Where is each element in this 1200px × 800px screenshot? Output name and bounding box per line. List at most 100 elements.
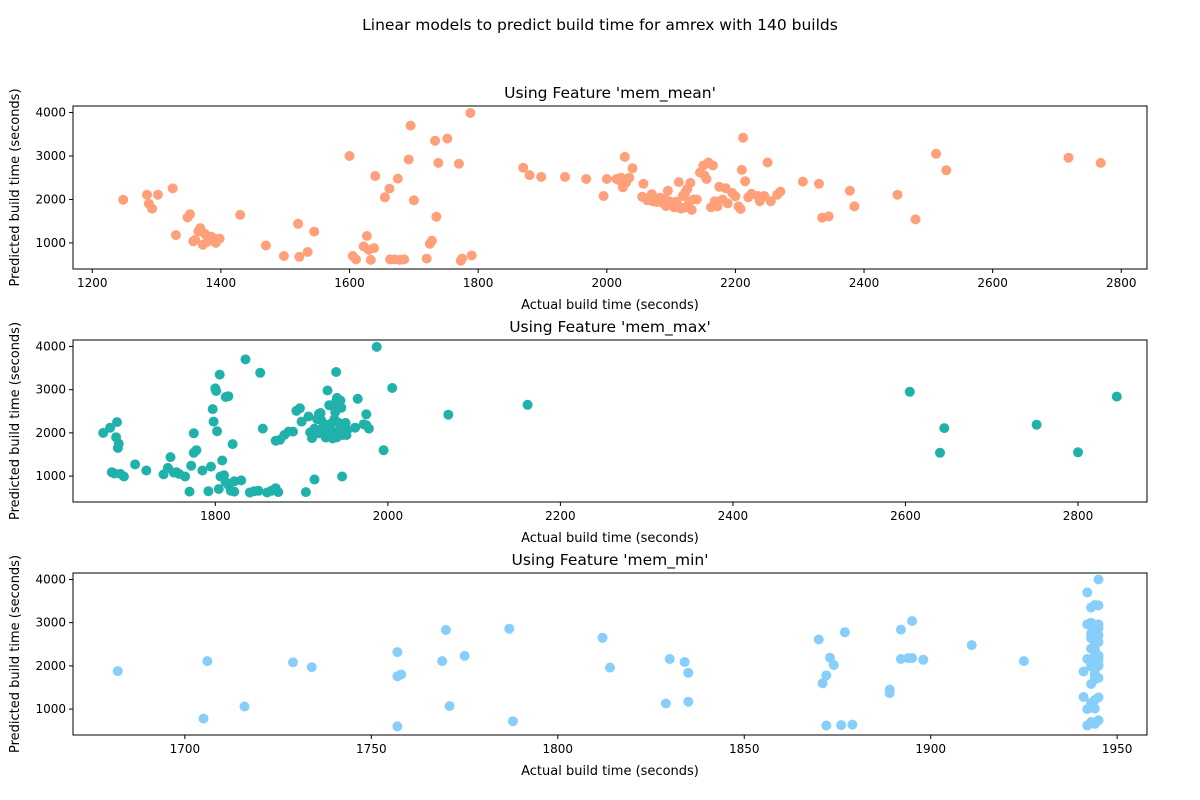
scatter-point: [351, 254, 361, 265]
scatter-point: [895, 654, 906, 664]
scatter-point: [426, 235, 437, 246]
scatter-point: [536, 171, 547, 182]
scatter-point: [823, 211, 834, 222]
scatter-point: [213, 484, 224, 494]
scatter-point: [966, 640, 977, 651]
subplot-mem-min: Using Feature 'mem_min' 1700 1750 1800 1850 1…: [8, 551, 1148, 779]
scatter-points: [112, 574, 1104, 732]
scatter-point: [300, 487, 311, 498]
scatter-point: [294, 403, 305, 414]
scatter-point: [821, 720, 832, 731]
y-tick-label: 1000: [35, 702, 66, 716]
scatter-point: [217, 455, 228, 466]
scatter-point: [707, 160, 718, 171]
scatter-point: [828, 660, 839, 670]
scatter-point: [202, 656, 213, 667]
scatter-point: [518, 162, 529, 173]
scatter-point: [141, 465, 152, 476]
scatter-point: [240, 354, 251, 365]
scatter-point: [211, 386, 222, 396]
x-tick-label: 2600: [890, 509, 921, 523]
scatter-point: [188, 428, 199, 439]
scatter-point: [396, 669, 407, 680]
scatter-point: [605, 662, 615, 673]
scatter-point: [165, 452, 176, 463]
y-axis-label: Predicted build time (seconds): [8, 88, 23, 286]
scatter-point: [1078, 666, 1089, 677]
scatter-point: [941, 165, 952, 176]
scatter-point: [1018, 656, 1029, 667]
scatter-point: [437, 656, 448, 667]
scatter-point: [918, 654, 929, 665]
scatter-point: [581, 174, 592, 184]
scatter-point: [399, 254, 410, 265]
scatter-point: [444, 701, 455, 712]
scatter-points: [118, 108, 1106, 266]
scatter-point: [597, 632, 608, 643]
scatter-point: [167, 183, 178, 194]
scatter-point: [302, 247, 313, 257]
scatter-point: [836, 720, 847, 731]
x-tick-label: 2000: [592, 276, 623, 290]
scatter-point: [1093, 673, 1104, 683]
scatter-point: [227, 439, 238, 450]
x-tick-label: 1200: [77, 276, 108, 290]
scatter-point: [392, 647, 403, 658]
scatter-point: [619, 151, 630, 162]
scatter-point: [288, 426, 298, 437]
scatter-point: [112, 666, 123, 677]
scatter-point: [740, 176, 751, 187]
scatter-point: [361, 231, 372, 241]
scatter-point: [185, 209, 195, 220]
scatter-point: [1093, 692, 1104, 703]
scatter-point: [198, 713, 209, 724]
scatter-point: [1111, 391, 1122, 402]
scatter-point: [203, 486, 214, 497]
x-tick-label: 1600: [334, 276, 365, 290]
x-tick-label: 2800: [1106, 276, 1137, 290]
scatter-points: [98, 341, 1122, 498]
scatter-point: [1093, 630, 1104, 641]
scatter-point: [712, 201, 723, 212]
scatter-point: [775, 186, 786, 197]
scatter-point: [273, 487, 284, 498]
scatter-point: [378, 445, 389, 456]
scatter-point: [624, 172, 635, 183]
x-tick-label: 2400: [718, 509, 749, 523]
scatter-point: [679, 657, 690, 667]
scatter-point: [142, 189, 152, 200]
scatter-point: [814, 178, 824, 189]
scatter-point: [433, 157, 444, 168]
scatter-point: [736, 164, 747, 175]
scatter-point: [1093, 600, 1104, 611]
scatter-point: [735, 204, 746, 214]
scatter-point: [98, 427, 109, 438]
scatter-point: [191, 445, 202, 456]
scatter-point: [214, 369, 225, 380]
scatter-point: [365, 254, 376, 265]
y-tick-label: 2000: [35, 426, 66, 440]
scatter-point: [184, 486, 195, 497]
scatter-point: [664, 654, 675, 664]
scatter-point: [206, 461, 216, 472]
scatter-point: [457, 253, 468, 264]
scatter-point: [361, 409, 372, 420]
scatter-point: [294, 251, 305, 262]
scatter-point: [253, 485, 264, 496]
scatter-point: [730, 191, 741, 202]
y-axis-label: Predicted build time (seconds): [8, 322, 23, 520]
x-tick-label: 1700: [170, 742, 201, 756]
scatter-point: [442, 133, 453, 144]
scatter-point: [236, 475, 247, 486]
scatter-point: [278, 251, 289, 261]
scatter-point: [598, 191, 609, 201]
scatter-point: [322, 385, 333, 396]
x-axis-label: Actual build time (seconds): [521, 298, 699, 313]
scatter-point: [214, 233, 225, 244]
x-tick-label: 2000: [373, 509, 404, 523]
scatter-point: [660, 698, 671, 709]
y-tick-label: 4000: [35, 572, 66, 586]
subplot-title: Using Feature 'mem_max': [509, 318, 711, 337]
scatter-point: [369, 243, 379, 254]
